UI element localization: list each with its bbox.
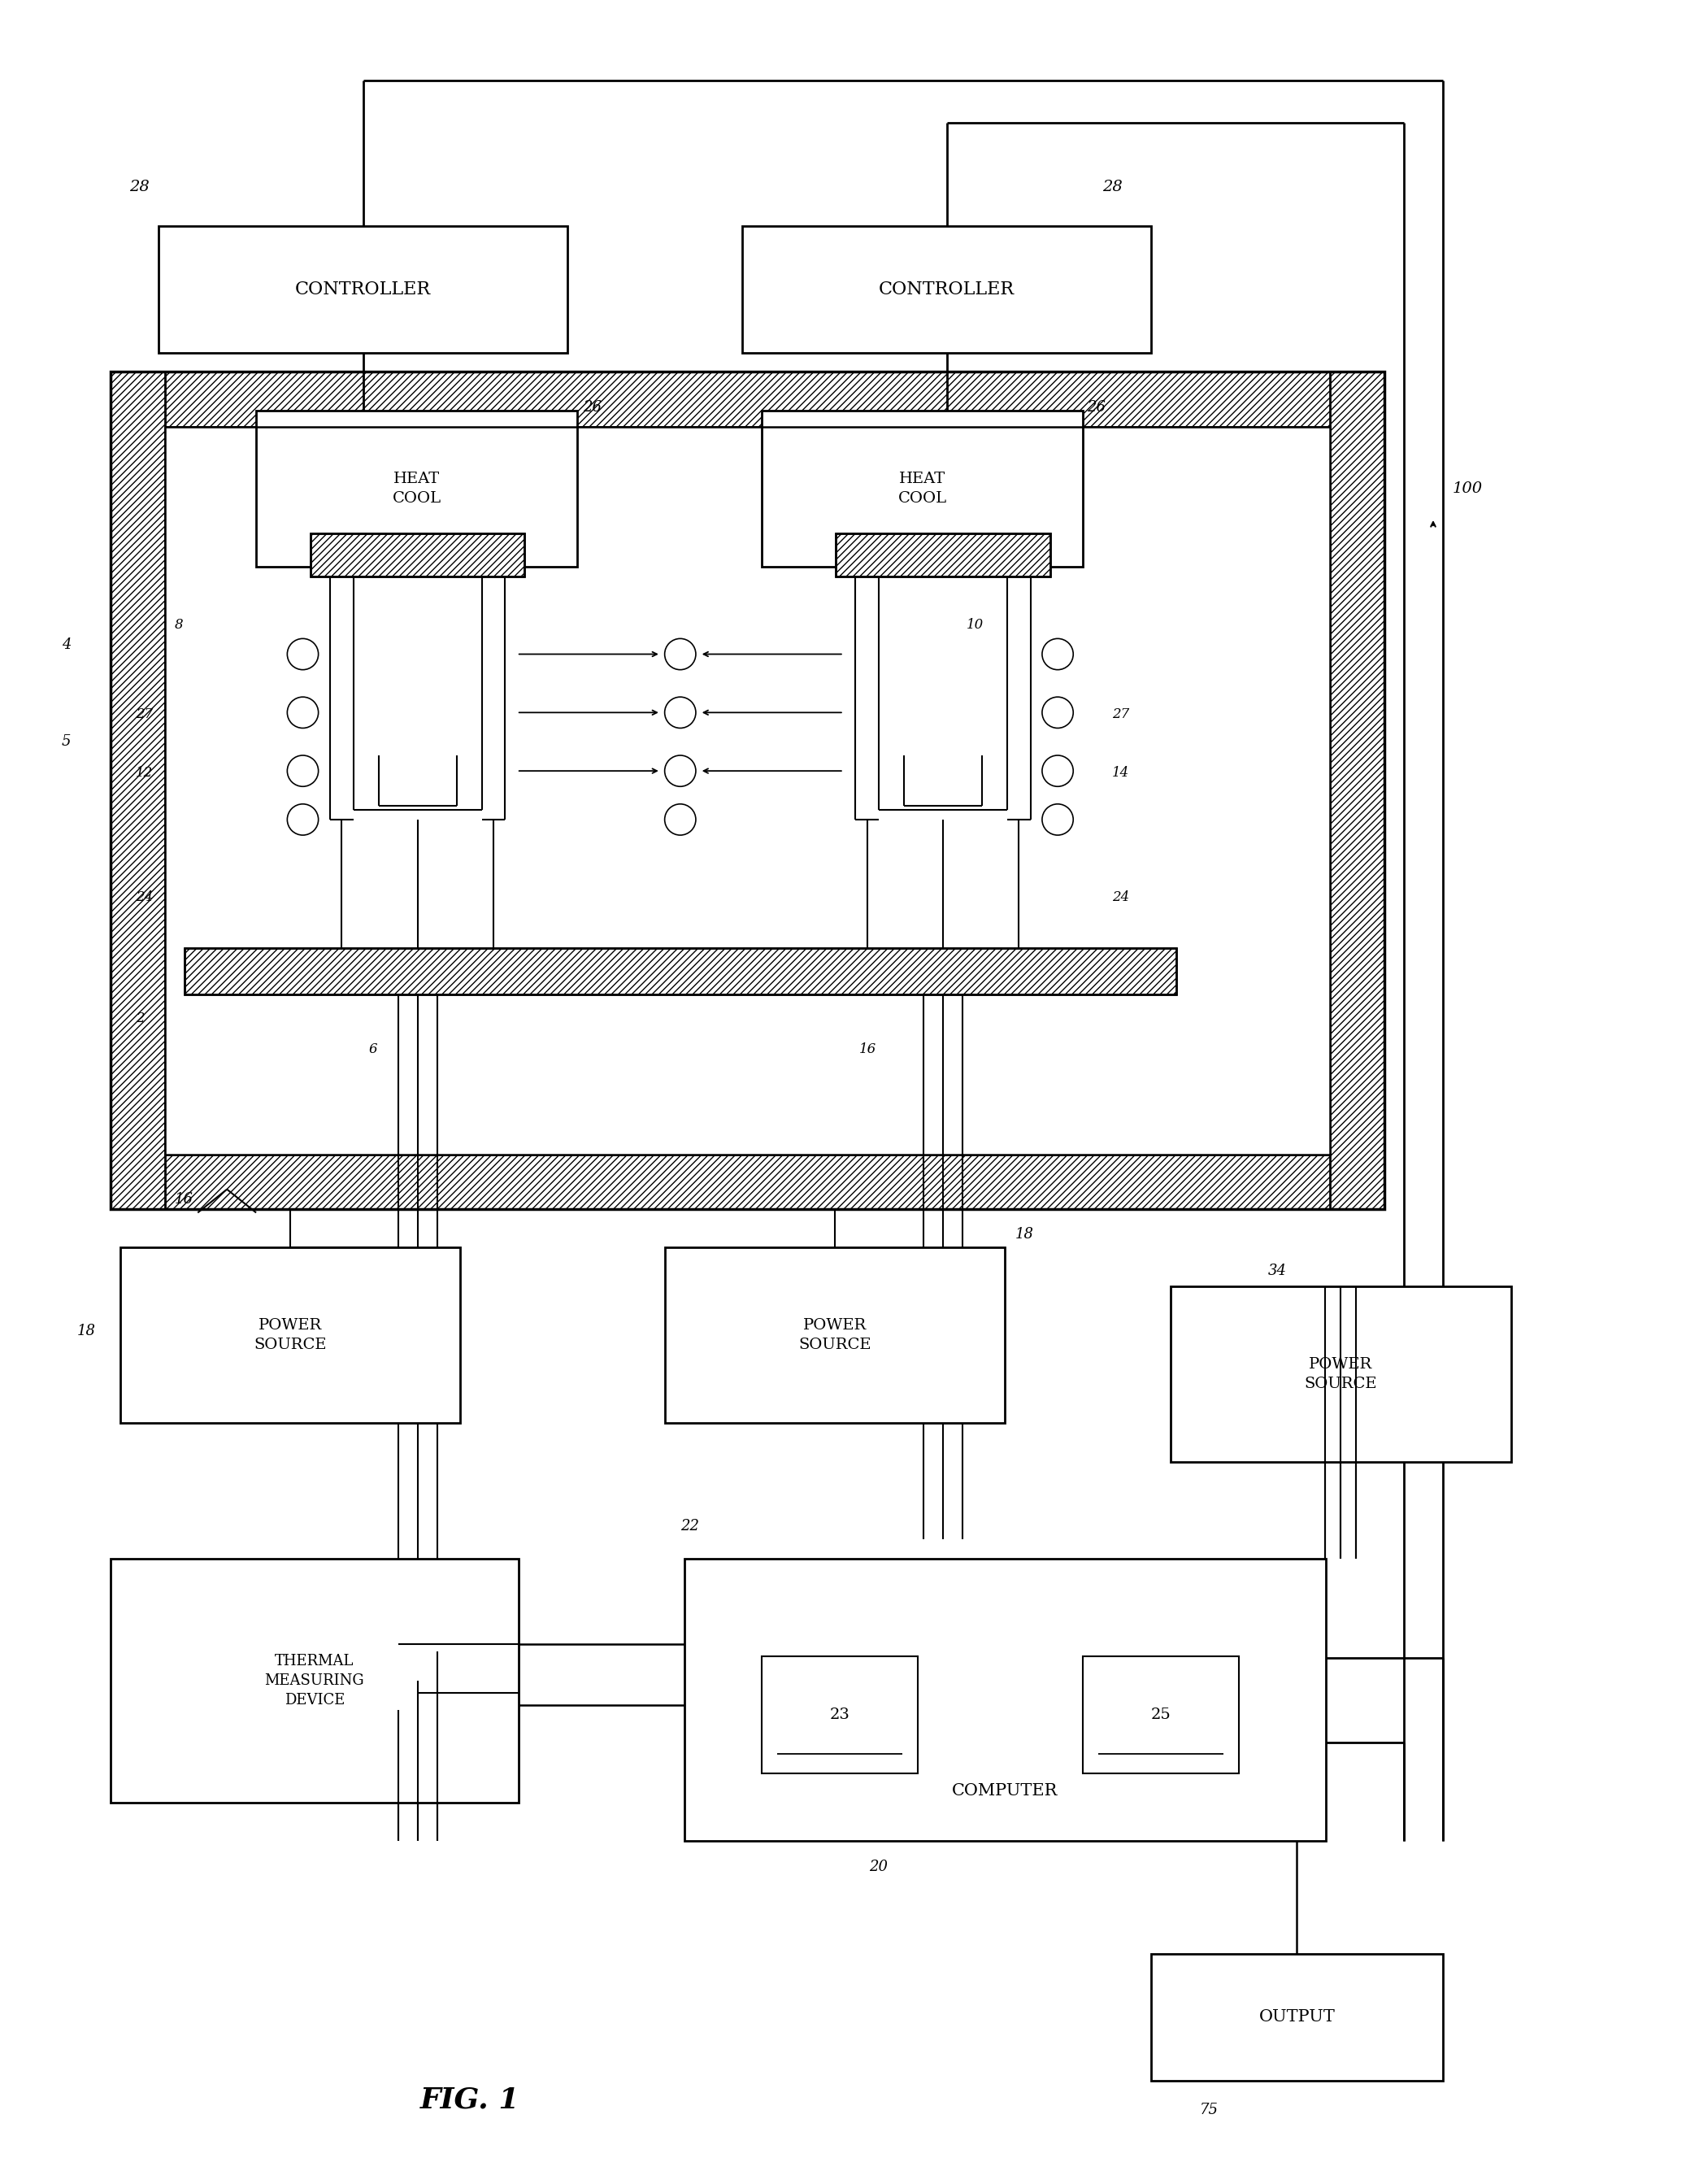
Text: 20: 20 [868,1859,887,1874]
Text: FIG. 1: FIG. 1 [420,2086,520,2114]
Text: 100: 100 [1453,480,1483,496]
Bar [158,227,567,352]
Text: 16: 16 [175,1192,194,1206]
Text: CONTROLLER: CONTROLLER [878,280,1014,299]
Bar [110,1559,518,1802]
Text: 26: 26 [1087,400,1106,415]
Bar [311,533,525,577]
Bar [1330,371,1385,1208]
Text: 27: 27 [1113,708,1130,721]
Text: 18: 18 [76,1324,95,1339]
Text: COMPUTER: COMPUTER [951,1782,1058,1797]
Text: 10: 10 [967,618,984,631]
Bar [110,371,1385,426]
Text: 24: 24 [136,891,153,904]
Bar [110,371,165,1208]
Circle shape [287,638,318,670]
Text: 75: 75 [1199,2103,1218,2116]
Circle shape [287,756,318,786]
Bar [110,371,1385,1208]
Bar [183,948,1176,994]
Text: 12: 12 [136,767,153,780]
Text: CONTROLLER: CONTROLLER [296,280,432,299]
Text: 24: 24 [1113,891,1130,904]
Bar [742,227,1150,352]
Bar [165,426,1330,1155]
Text: 14: 14 [1113,767,1130,780]
Text: 25: 25 [1150,1708,1171,1721]
Bar [1082,1655,1239,1773]
Circle shape [1041,756,1074,786]
Text: 28: 28 [129,179,150,194]
Circle shape [664,804,697,834]
Bar [110,1155,1385,1208]
Circle shape [1041,638,1074,670]
Circle shape [1041,804,1074,834]
Text: 23: 23 [829,1708,850,1721]
Text: HEAT
COOL: HEAT COOL [392,472,442,507]
Bar [761,411,1082,566]
Circle shape [664,697,697,727]
Text: POWER
SOURCE: POWER SOURCE [1305,1356,1378,1391]
Bar [165,426,1330,1155]
Bar [761,1655,917,1773]
Text: 5: 5 [61,734,71,749]
Bar [664,1247,1006,1422]
Bar [685,1559,1327,1841]
Text: 6: 6 [369,1042,377,1057]
Text: 4: 4 [61,638,71,651]
Text: POWER
SOURCE: POWER SOURCE [253,1319,326,1352]
Text: 8: 8 [175,618,183,631]
Text: 22: 22 [680,1518,698,1533]
Text: POWER
SOURCE: POWER SOURCE [799,1319,872,1352]
Text: 16: 16 [860,1042,877,1057]
Circle shape [287,697,318,727]
Bar [1171,1286,1510,1461]
Text: 2: 2 [136,1011,144,1024]
Bar [121,1247,460,1422]
Text: HEAT
COOL: HEAT COOL [899,472,946,507]
Bar [1150,1955,1442,2081]
Circle shape [664,638,697,670]
Circle shape [287,804,318,834]
Text: 34: 34 [1267,1265,1286,1278]
Bar [183,948,1176,994]
Bar [836,533,1050,577]
Text: THERMAL
MEASURING
DEVICE: THERMAL MEASURING DEVICE [265,1653,364,1708]
Text: 26: 26 [583,400,601,415]
Text: 28: 28 [1103,179,1123,194]
Text: 18: 18 [1014,1227,1033,1241]
Circle shape [1041,697,1074,727]
Bar [836,533,1050,577]
Text: OUTPUT: OUTPUT [1259,2009,1335,2025]
Text: 27: 27 [136,708,153,721]
Circle shape [664,756,697,786]
Bar [311,533,525,577]
Bar [257,411,578,566]
